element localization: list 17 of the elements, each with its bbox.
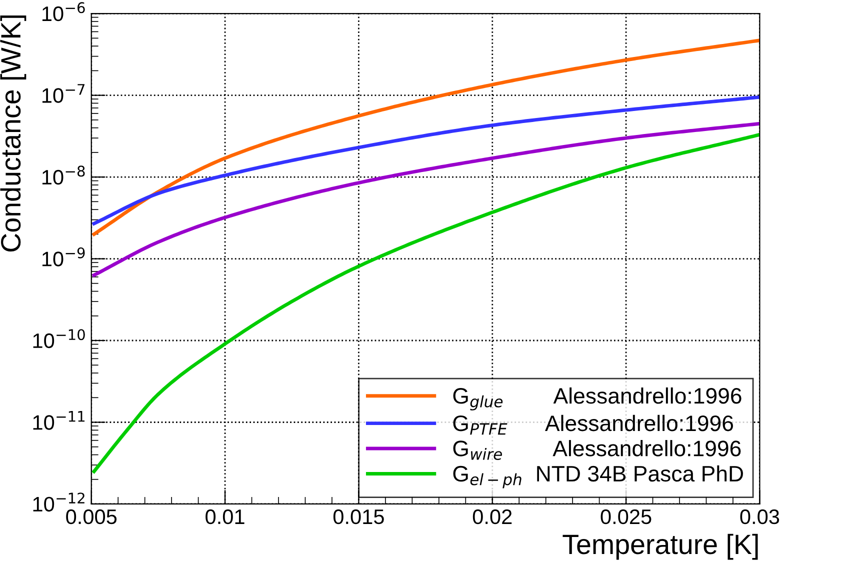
- y-tick-label: 10$^{−8}$: [42, 166, 85, 185]
- x-tick-label: 0.01: [206, 509, 244, 524]
- y-tick-label: 10$^{−10}$: [33, 329, 85, 348]
- x-tick-label: 0.015: [333, 509, 384, 524]
- y-tick-label: 10$^{−9}$: [42, 247, 85, 266]
- x-tick-label: 0.025: [600, 509, 652, 524]
- y-tick-label: 10$^{−7}$: [42, 84, 85, 103]
- x-axis-title: Temperature [K]: [562, 534, 758, 560]
- y-axis-title: Conductance [W/K]: [0, 16, 26, 252]
- text: G$_{PTFE}$ Alessandrello:1996: [453, 414, 734, 435]
- legend-label: G$_{el−ph}$ NTD 34B Pasca PhD: [453, 465, 743, 488]
- x-tick-label: 0.02: [472, 509, 512, 524]
- y-tick-label: 10$^{−6}$: [42, 2, 85, 22]
- text: G$_{glue}$ Alessandrello:1996: [453, 387, 742, 410]
- x-tick-label: 0.03: [740, 509, 780, 524]
- y-tick-label: 10$^{−11}$: [33, 411, 85, 430]
- text: G$_{wire}$ Alessandrello:1996: [453, 440, 741, 460]
